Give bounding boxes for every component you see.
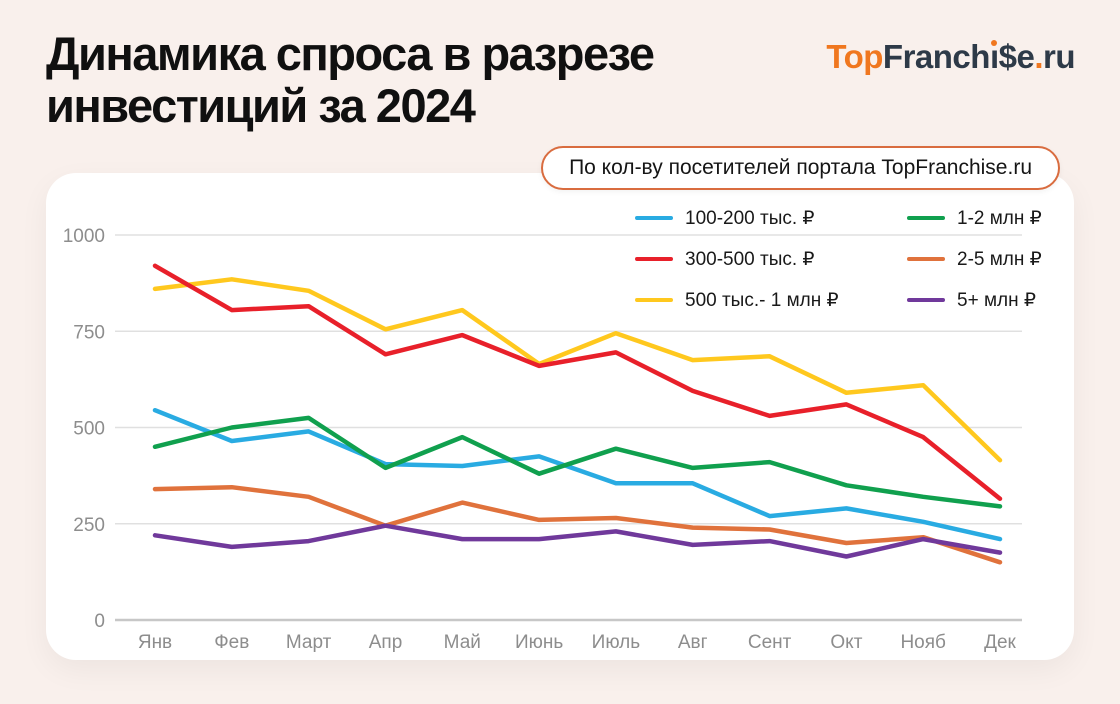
legend-item-4: 2-5 млн ₽ [907,247,1042,271]
x-axis-tick-12: Дек [984,632,1016,653]
x-axis-tick-3: Март [286,632,332,653]
series-line-4 [152,484,1003,565]
chart-card: 100-200 тыс. ₽ 1-2 млн ₽ 300-500 тыс. ₽ 2-5… [46,173,1074,660]
subtitle-badge-text: По кол-ву посетителей портала TopFranchi… [569,156,1032,179]
x-axis-tick-2: Фев [214,632,249,653]
legend-item-2: 500 тыс.- 1 млн ₽ [635,288,907,312]
x-axis-tick-11: Нояб [900,632,946,653]
legend-swatch-5 [907,297,945,303]
legend-swatch-3 [907,215,945,221]
y-axis-tick-750: 750 [73,322,105,343]
legend-item-1: 300-500 тыс. ₽ [635,247,907,271]
x-axis-tick-8: Авг [678,632,708,653]
page-title: Динамика спроса в разрезе инвестиций за 2… [46,27,655,132]
brand-logo-franch: Franch [882,38,991,75]
x-axis-tick-5: Май [444,632,481,653]
x-axis-tick-4: Апр [369,632,403,653]
brand-logo: TopFranchı$e.ru [826,38,1075,76]
legend-swatch-4 [907,256,945,262]
brand-logo-dot: . [1034,38,1043,75]
brand-logo-ru: ru [1043,38,1076,75]
x-axis-tick-7: Июль [592,632,641,653]
legend-item-3: 1-2 млн ₽ [907,206,1042,230]
line-chart: 0 250 500 750 1000 Янв Фев Март Апр Май Июнь Июль Ав… [63,226,1022,653]
brand-logo-top: Top [826,38,883,75]
legend-item-0: 100-200 тыс. ₽ [635,206,907,230]
chart-legend: 100-200 тыс. ₽ 1-2 млн ₽ 300-500 тыс. ₽ 2-5… [635,206,1042,312]
x-axis-tick-6: Июнь [515,632,563,653]
y-axis-tick-500: 500 [73,419,105,440]
legend-swatch-1 [635,256,673,262]
y-axis-tick-1000: 1000 [63,226,105,247]
page-title-line1: Динамика спроса в разрезе [46,27,655,80]
legend-label-5: 5+ млн ₽ [957,289,1036,311]
page-title-line2: инвестиций за 2024 [46,79,476,132]
subtitle-badge: По кол-ву посетителей портала TopFranchi… [541,146,1060,190]
brand-logo-se: $e [998,38,1035,75]
legend-swatch-0 [635,215,673,221]
series-line-0 [152,407,1003,542]
brand-logo-i-orange-dot: ı [989,38,999,75]
x-axis-tick-1: Янв [138,632,172,653]
series-line-5 [152,523,1003,559]
series-line-1 [152,263,1003,501]
series-line-2 [152,277,1003,463]
legend-label-3: 1-2 млн ₽ [957,207,1042,229]
x-axis-tick-9: Сент [748,632,792,653]
legend-label-0: 100-200 тыс. ₽ [685,207,815,229]
legend-item-5: 5+ млн ₽ [907,288,1042,312]
legend-label-1: 300-500 тыс. ₽ [685,248,815,270]
series-line-3 [152,415,1003,509]
y-axis-tick-0: 0 [94,611,105,632]
legend-label-4: 2-5 млн ₽ [957,248,1042,270]
y-axis-tick-250: 250 [73,515,105,536]
x-axis-tick-10: Окт [830,632,862,653]
legend-swatch-2 [635,297,673,303]
legend-label-2: 500 тыс.- 1 млн ₽ [685,289,839,311]
